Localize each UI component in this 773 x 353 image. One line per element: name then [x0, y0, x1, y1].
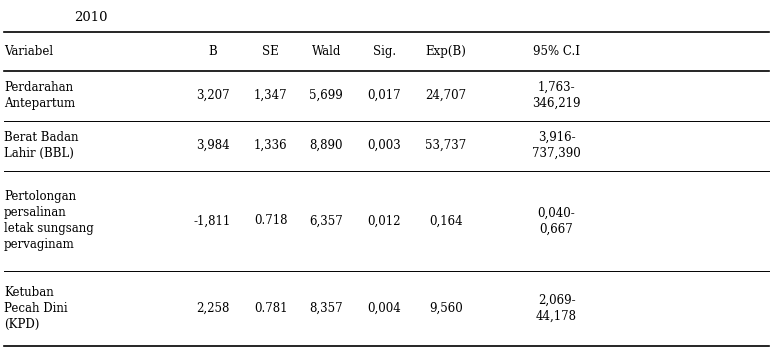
- Text: 8,890: 8,890: [309, 139, 343, 152]
- Text: Wald: Wald: [312, 45, 341, 58]
- Text: 2010: 2010: [73, 11, 107, 24]
- Text: 8,357: 8,357: [309, 302, 343, 315]
- Text: 5,699: 5,699: [309, 89, 343, 102]
- Text: 9,560: 9,560: [429, 302, 463, 315]
- Text: Exp(B): Exp(B): [426, 45, 466, 58]
- Text: 6,357: 6,357: [309, 214, 343, 227]
- Text: 0.718: 0.718: [254, 214, 288, 227]
- Text: 0,017: 0,017: [367, 89, 401, 102]
- Text: 1,347: 1,347: [254, 89, 288, 102]
- Text: 1,336: 1,336: [254, 139, 288, 152]
- Text: Perdarahan
Antepartum: Perdarahan Antepartum: [4, 81, 75, 110]
- Text: 0,003: 0,003: [367, 139, 401, 152]
- Text: Variabel: Variabel: [4, 45, 53, 58]
- Text: 0,040-
0,667: 0,040- 0,667: [538, 206, 575, 235]
- Text: 2,258: 2,258: [196, 302, 230, 315]
- Text: 1,763-
346,219: 1,763- 346,219: [533, 81, 581, 110]
- Text: 3,916-
737,390: 3,916- 737,390: [532, 131, 581, 160]
- Text: SE: SE: [262, 45, 279, 58]
- Text: 0,004: 0,004: [367, 302, 401, 315]
- Text: 3,984: 3,984: [196, 139, 230, 152]
- Text: 95% C.I: 95% C.I: [533, 45, 580, 58]
- Text: 53,737: 53,737: [425, 139, 467, 152]
- Text: 0,164: 0,164: [429, 214, 463, 227]
- Text: Pertolongan
persalinan
letak sungsang
pervaginam: Pertolongan persalinan letak sungsang pe…: [4, 190, 94, 251]
- Text: 0.781: 0.781: [254, 302, 288, 315]
- Text: 3,207: 3,207: [196, 89, 230, 102]
- Text: B: B: [208, 45, 217, 58]
- Text: Ketuban
Pecah Dini
(KPD): Ketuban Pecah Dini (KPD): [4, 286, 67, 331]
- Text: -1,811: -1,811: [194, 214, 231, 227]
- Text: 0,012: 0,012: [367, 214, 401, 227]
- Text: 2,069-
44,178: 2,069- 44,178: [536, 294, 577, 323]
- Text: Sig.: Sig.: [373, 45, 396, 58]
- Text: 24,707: 24,707: [425, 89, 467, 102]
- Text: Berat Badan
Lahir (BBL): Berat Badan Lahir (BBL): [4, 131, 78, 160]
